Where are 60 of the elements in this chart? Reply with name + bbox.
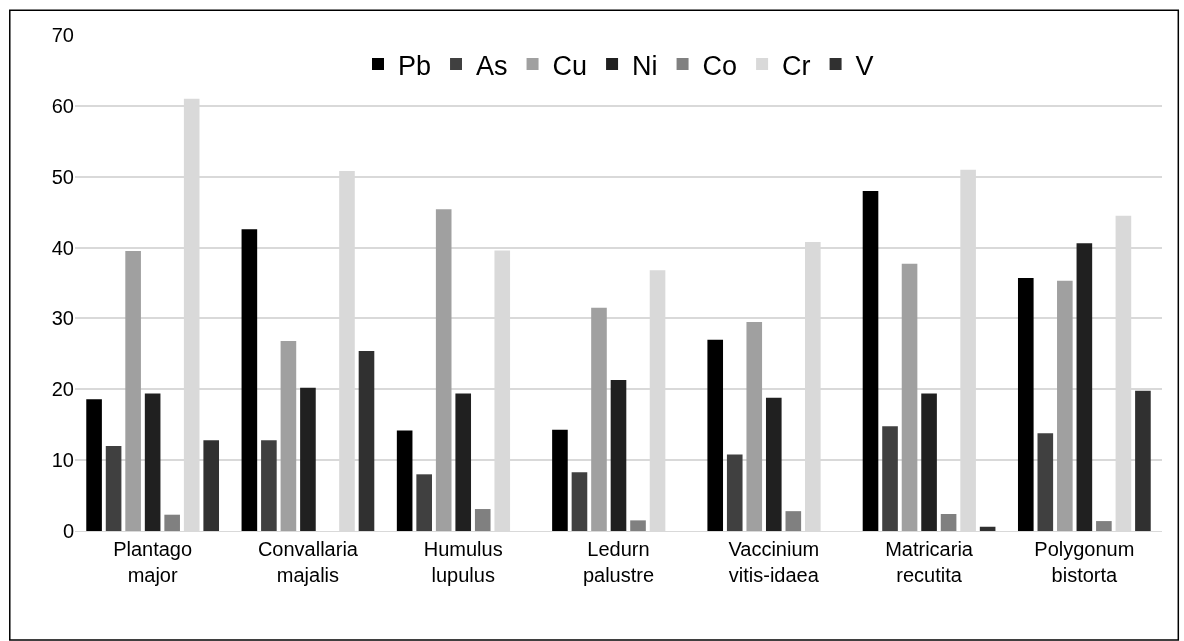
bar bbox=[979, 526, 996, 531]
x-tick-label: Ledurn palustre bbox=[582, 538, 655, 586]
bar bbox=[610, 380, 627, 531]
bar bbox=[765, 397, 782, 531]
bar bbox=[785, 511, 802, 531]
bar bbox=[921, 393, 937, 531]
bar bbox=[707, 339, 724, 531]
bar bbox=[882, 426, 898, 531]
bar bbox=[1057, 280, 1073, 531]
bar bbox=[144, 393, 161, 531]
x-tick-label: Humulus lupulus bbox=[423, 538, 503, 586]
y-tick-label: 50 bbox=[51, 165, 74, 188]
bar bbox=[1135, 390, 1151, 531]
bar bbox=[203, 440, 220, 531]
bar bbox=[105, 445, 122, 531]
bar bbox=[901, 263, 918, 531]
y-tick-label: 60 bbox=[51, 94, 74, 117]
y-tick-label: 10 bbox=[51, 449, 74, 472]
legend-label: Co bbox=[702, 50, 738, 81]
bar bbox=[455, 393, 472, 531]
bar bbox=[940, 513, 957, 531]
bar bbox=[726, 454, 743, 531]
legend-label: Pb bbox=[398, 50, 432, 81]
bar bbox=[474, 509, 491, 531]
bar bbox=[746, 321, 763, 531]
y-tick-label: 40 bbox=[51, 236, 74, 259]
bar bbox=[300, 387, 316, 531]
legend-label: Ni bbox=[632, 50, 658, 81]
bar bbox=[280, 341, 297, 531]
bar bbox=[125, 251, 141, 531]
x-tick-label: Matricaria recutita bbox=[885, 538, 974, 586]
bar bbox=[1017, 278, 1034, 531]
bar bbox=[1096, 521, 1112, 531]
bar bbox=[396, 430, 413, 531]
legend-label: Cr bbox=[782, 50, 811, 81]
bar bbox=[241, 229, 258, 531]
x-tick-label: Convallaria majalis bbox=[257, 538, 359, 586]
bar bbox=[591, 307, 607, 531]
bar bbox=[552, 429, 568, 531]
legend-label: As bbox=[476, 50, 508, 81]
bar bbox=[358, 351, 375, 531]
x-tick-label: Vaccinium vitis-idaea bbox=[728, 538, 820, 586]
bar bbox=[1076, 243, 1093, 531]
x-tick-label: Plantago major bbox=[113, 538, 193, 586]
y-tick-label: 70 bbox=[51, 24, 74, 46]
bar bbox=[261, 440, 277, 531]
bar bbox=[164, 514, 180, 531]
legend-label: V bbox=[855, 50, 874, 81]
y-tick-label: 0 bbox=[62, 520, 74, 542]
bar bbox=[630, 520, 646, 531]
bar bbox=[571, 472, 588, 531]
legend-label: Cu bbox=[552, 50, 588, 81]
bar bbox=[435, 209, 452, 531]
bar bbox=[862, 190, 879, 531]
bar bbox=[86, 399, 102, 531]
x-tick-label: Polygonum bistorta bbox=[1034, 538, 1135, 586]
bar bbox=[416, 474, 432, 531]
bar bbox=[1037, 433, 1054, 531]
y-tick-label: 20 bbox=[51, 378, 74, 401]
y-tick-label: 30 bbox=[51, 307, 74, 330]
